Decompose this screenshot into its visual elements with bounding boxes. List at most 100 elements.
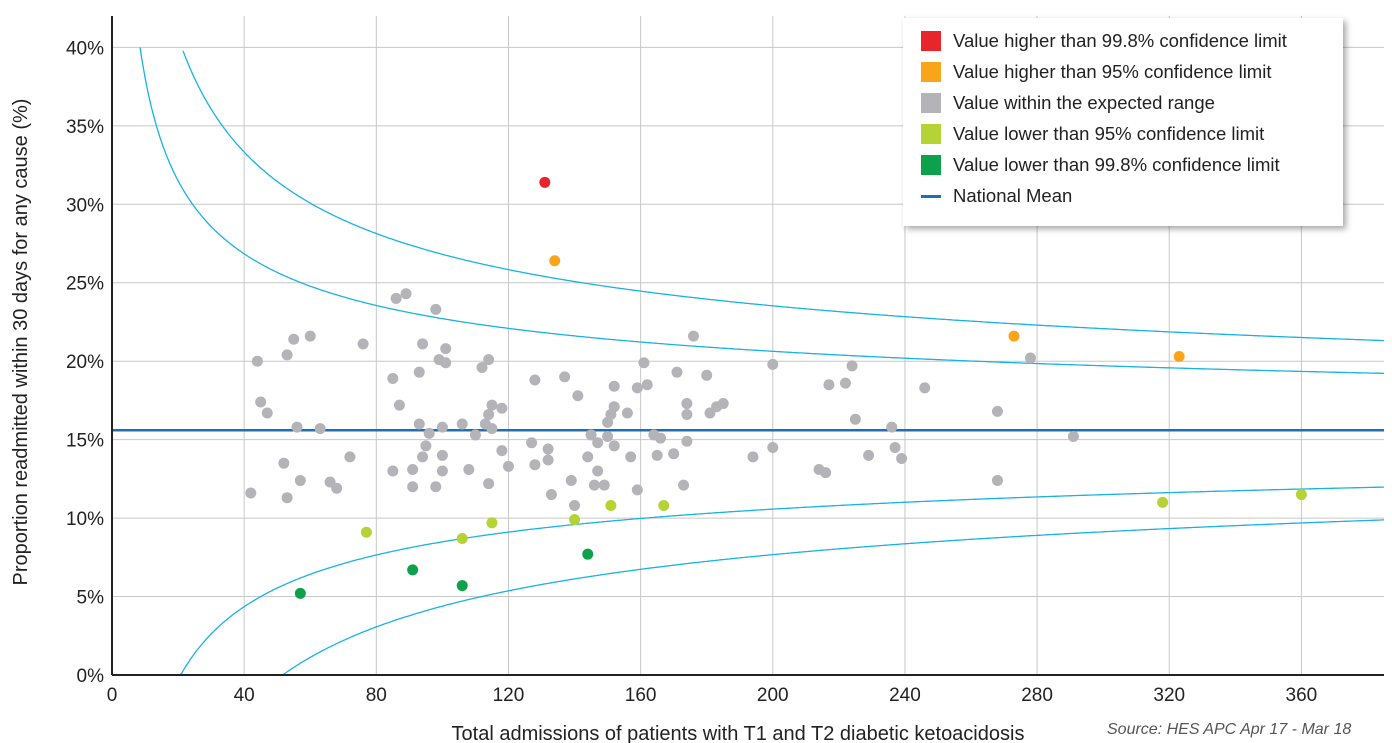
y-axis-title: Proportion readmitted within 30 days for… [10, 99, 32, 586]
y-tick-label: 30% [66, 195, 104, 216]
data-point-gray [889, 441, 901, 453]
x-tick-label: 160 [625, 685, 657, 706]
data-point-lime [605, 500, 617, 512]
data-point-gray [413, 366, 425, 378]
y-tick-label: 20% [66, 352, 104, 373]
data-point-gray [1024, 352, 1036, 364]
data-point-gray [820, 467, 832, 479]
data-point-gray [420, 440, 432, 452]
data-point-gray [526, 437, 538, 449]
data-point-gray [631, 484, 643, 496]
data-point-gray [625, 451, 637, 463]
data-point-gray [502, 460, 514, 472]
data-point-gray [357, 338, 369, 350]
x-tick-label: 320 [1153, 685, 1185, 706]
lower-limit-curve [112, 486, 1384, 676]
data-point-gray [469, 429, 481, 441]
data-point-gray [456, 418, 468, 430]
mean-line-icon [921, 194, 941, 198]
data-point-gray [886, 421, 898, 433]
data-point-gray [701, 369, 713, 381]
data-point-gray [592, 465, 604, 477]
data-point-lime [1295, 489, 1307, 501]
data-point-gray [608, 380, 620, 392]
orange-swatch-icon [921, 62, 941, 82]
lower-limit-curve [112, 519, 1384, 676]
data-point-gray [529, 374, 541, 386]
y-tick-label: 0% [77, 666, 105, 687]
legend-item-green: Value lower than 99.8% confidence limit [921, 152, 1280, 178]
red-swatch-icon [921, 31, 941, 51]
data-point-gray [387, 372, 399, 384]
x-tick-label: 0 [107, 685, 118, 706]
data-point-gray [621, 407, 633, 419]
data-point-gray [654, 432, 666, 444]
data-point-gray [767, 358, 779, 370]
data-point-gray [430, 303, 442, 315]
data-point-lime [1157, 496, 1169, 508]
data-point-gray [294, 474, 306, 486]
data-point-gray [436, 421, 448, 433]
data-point-gray [608, 401, 620, 413]
data-point-gray [486, 423, 498, 435]
data-point-gray [529, 459, 541, 471]
data-point-gray [417, 451, 429, 463]
data-point-gray [486, 399, 498, 411]
data-point-gray [304, 330, 316, 342]
data-point-lime [569, 514, 581, 526]
data-point-gray [387, 465, 399, 477]
x-tick-label: 80 [366, 685, 387, 706]
data-point-green [582, 548, 594, 560]
data-point-gray [681, 409, 693, 421]
data-point-gray [919, 382, 931, 394]
data-point-gray [678, 479, 690, 491]
data-point-gray [436, 449, 448, 461]
data-point-gray [407, 481, 419, 493]
data-point-gray [598, 479, 610, 491]
data-point-gray [331, 482, 343, 494]
data-point-gray [483, 409, 495, 421]
data-point-gray [496, 402, 508, 414]
data-point-gray [631, 382, 643, 394]
data-point-gray [863, 449, 875, 461]
legend-label: Value higher than 95% confidence limit [953, 61, 1272, 82]
y-tick-label: 40% [66, 38, 104, 59]
data-point-gray [668, 448, 680, 460]
x-tick-labels: 0 40 80 120 160 200 240 280 320 360 [107, 685, 1318, 706]
data-point-gray [390, 292, 402, 304]
data-point-gray [423, 427, 435, 439]
x-tick-label: 280 [1021, 685, 1053, 706]
data-point-gray [430, 481, 442, 493]
x-axis-title: Total admissions of patients with T1 and… [452, 723, 1025, 743]
data-point-gray [687, 330, 699, 342]
x-tick-label: 120 [493, 685, 525, 706]
data-point-gray [823, 379, 835, 391]
data-point-orange [549, 255, 561, 267]
data-point-gray [291, 421, 303, 433]
data-point-gray [436, 465, 448, 477]
data-point-gray [255, 396, 267, 408]
data-point-gray [542, 454, 554, 466]
data-point-gray [483, 354, 495, 366]
data-point-gray [476, 361, 488, 373]
data-point-gray [747, 451, 759, 463]
data-point-gray [608, 440, 620, 452]
data-point-gray [991, 405, 1003, 417]
data-point-gray [846, 360, 858, 372]
data-point-gray [314, 423, 326, 435]
data-point-gray [288, 333, 300, 345]
data-point-gray [592, 437, 604, 449]
data-point-gray [463, 463, 475, 475]
data-point-gray [681, 435, 693, 447]
data-point-gray [281, 492, 293, 504]
data-point-gray [413, 418, 425, 430]
x-tick-label: 200 [757, 685, 789, 706]
data-point-orange [1173, 350, 1185, 362]
y-tick-label: 5% [77, 588, 105, 609]
y-tick-label: 35% [66, 117, 104, 138]
data-point-gray [641, 379, 653, 391]
data-point-gray [542, 443, 554, 455]
data-point-gray [281, 349, 293, 361]
y-tick-label: 25% [66, 274, 104, 295]
